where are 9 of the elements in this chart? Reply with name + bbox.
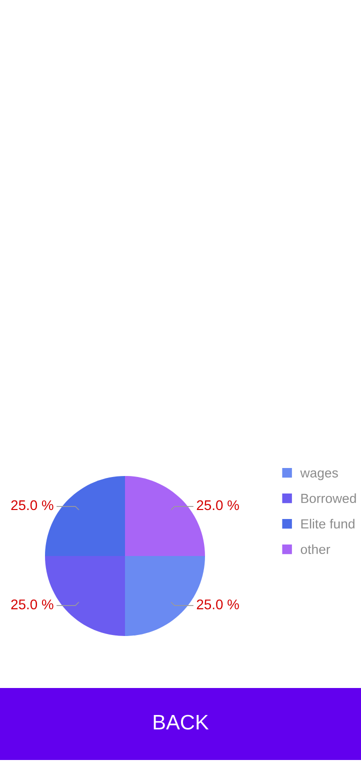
data-label: 25.0 % (196, 500, 239, 510)
data-label: 25.0 % (11, 500, 54, 510)
legend-label: Elite fund (301, 518, 354, 529)
legend-label: wages (300, 470, 338, 480)
legend-label: Borrowed (301, 493, 356, 504)
data-label: 25.0 % (196, 599, 239, 610)
legend-label: other (300, 544, 330, 554)
text: BACK (154, 714, 209, 730)
data-label: 25.0 % (11, 599, 54, 610)
